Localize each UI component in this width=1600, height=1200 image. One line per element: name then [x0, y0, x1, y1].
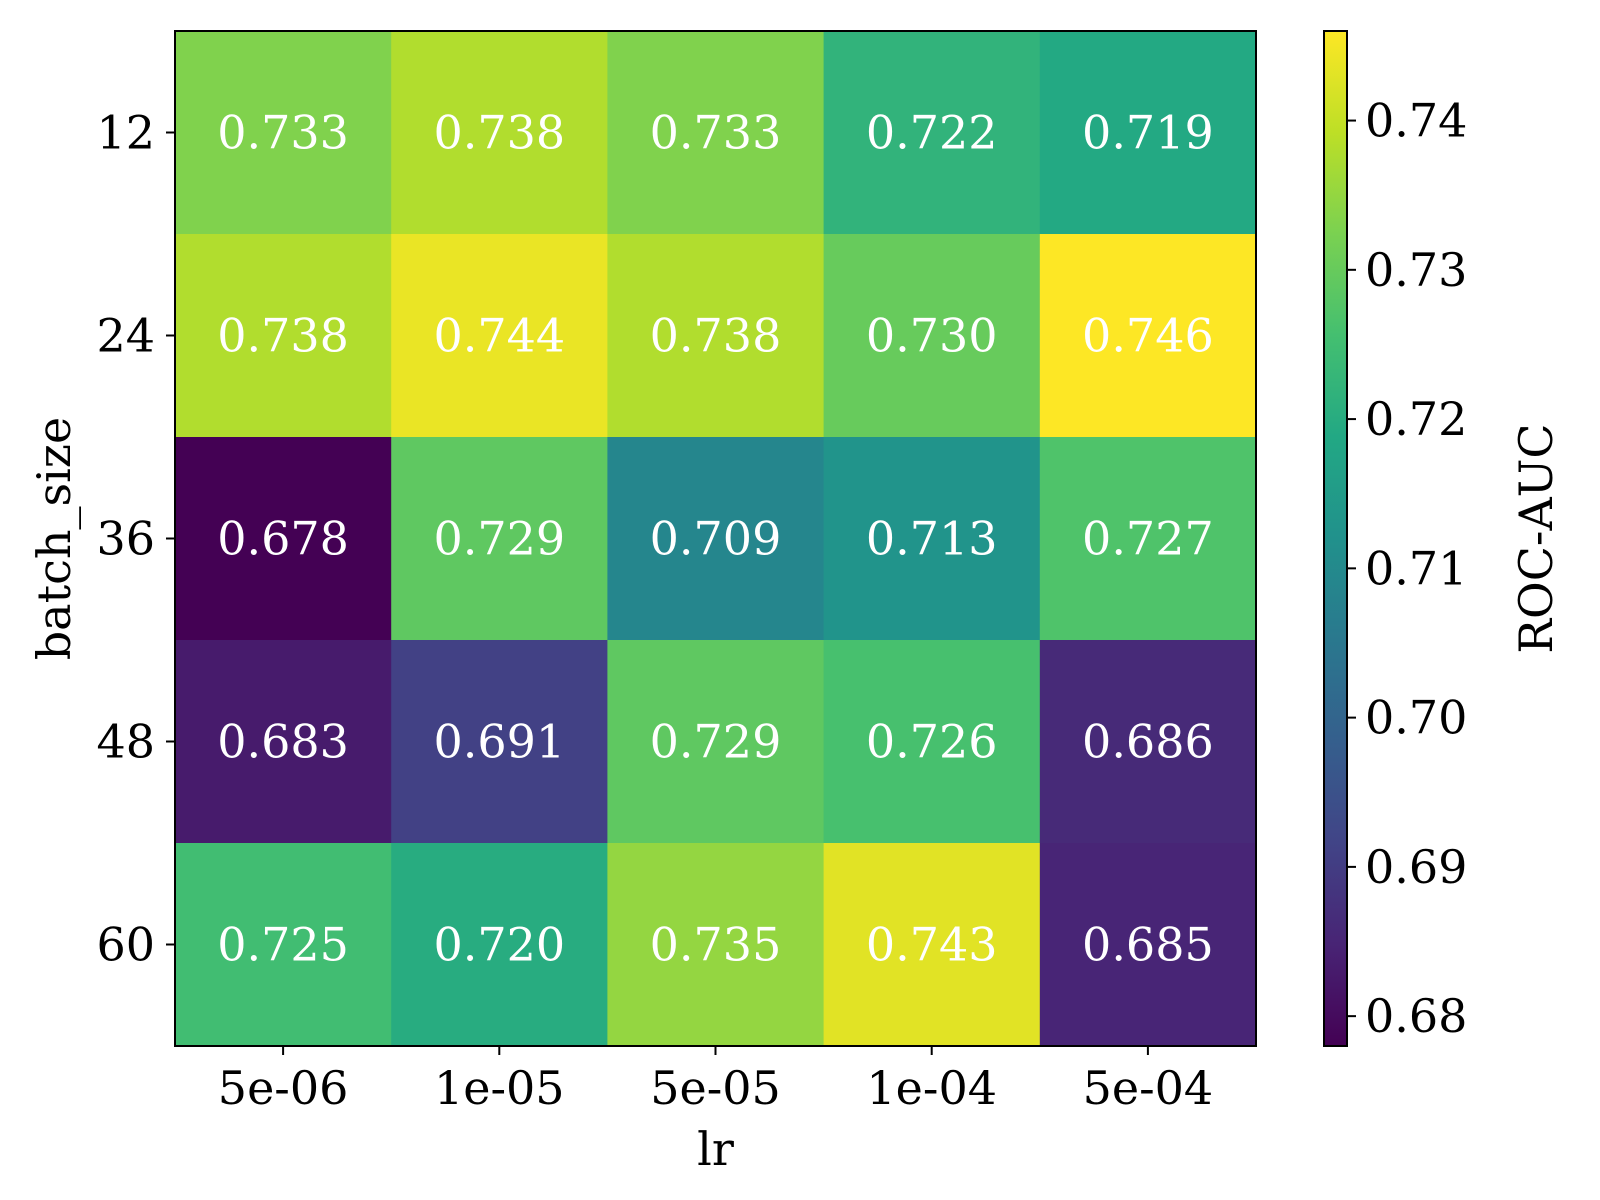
y-axis-label: batch_size	[27, 417, 81, 661]
cell-value-label: 0.733	[650, 106, 782, 160]
heatmap-cell	[175, 31, 392, 235]
colorbar-ticks: 0.68 0.69 0.70 0.71 0.72 0.73 0.74	[1347, 94, 1467, 1043]
colorbar-tick-label: 0.73	[1365, 243, 1467, 297]
colorbar-tick-label: 0.74	[1365, 94, 1467, 148]
cell-value-label: 0.746	[1082, 309, 1214, 363]
heatmap-cell	[607, 843, 825, 1047]
colorbar-label: ROC-AUC	[1509, 423, 1563, 653]
colorbar-tick-label: 0.71	[1365, 541, 1467, 595]
cell-value-label: 0.719	[1082, 106, 1214, 160]
cell-value-label: 0.738	[650, 309, 782, 363]
y-tick-label: 36	[96, 512, 155, 566]
colorbar-tick-label: 0.68	[1365, 989, 1467, 1043]
y-tick-label: 60	[96, 918, 155, 972]
cell-value-label: 0.744	[433, 309, 565, 363]
cell-value-label: 0.738	[433, 106, 565, 160]
y-tick-label: 12	[96, 106, 155, 160]
heatmap-cell	[823, 640, 1041, 844]
cell-value-label: 0.691	[433, 715, 565, 769]
cell-value-label: 0.686	[1082, 715, 1214, 769]
y-tick-label: 24	[96, 309, 155, 363]
x-tick-label: 5e-04	[1083, 1061, 1214, 1115]
colorbar-tick-label: 0.70	[1365, 691, 1467, 745]
cell-value-label: 0.722	[866, 106, 998, 160]
colorbar	[1323, 30, 1348, 1047]
heatmap-cell	[175, 640, 392, 844]
heatmap-cell	[607, 234, 825, 438]
heatmap-cell	[175, 234, 392, 438]
heatmap-cell	[1039, 31, 1257, 235]
cell-value-label: 0.720	[433, 918, 565, 972]
cell-value-label: 0.727	[1082, 512, 1214, 566]
cell-value-label: 0.729	[650, 715, 782, 769]
cell-value-label: 0.709	[650, 512, 782, 566]
colorbar-tick-label: 0.72	[1365, 392, 1467, 446]
y-tick-label: 48	[96, 715, 155, 769]
colorbar-tick-label: 0.69	[1365, 840, 1467, 894]
y-axis-ticks: 12 24 36 48 60	[96, 106, 175, 972]
cell-value-label: 0.733	[217, 106, 349, 160]
x-tick-label: 5e-06	[218, 1061, 349, 1115]
cell-value-label: 0.735	[650, 918, 782, 972]
heatmap-cell	[175, 843, 392, 1047]
cell-value-label: 0.738	[217, 309, 349, 363]
heatmap-cell	[607, 31, 825, 235]
x-axis-ticks: 5e-06 1e-05 5e-05 1e-04 5e-04	[218, 1046, 1213, 1115]
cell-value-label: 0.743	[866, 918, 998, 972]
heatmap-cells	[175, 31, 1257, 1047]
x-tick-label: 1e-05	[434, 1061, 565, 1115]
cell-value-label: 0.685	[1082, 918, 1214, 972]
x-tick-label: 5e-05	[650, 1061, 781, 1115]
heatmap-cell	[175, 437, 392, 641]
x-tick-label: 1e-04	[866, 1061, 997, 1115]
cell-value-label: 0.683	[217, 715, 349, 769]
heatmap-cell	[823, 31, 1041, 235]
cell-value-label: 0.725	[217, 918, 349, 972]
heatmap-cell	[391, 234, 608, 438]
heatmap-cell	[391, 640, 608, 844]
cell-value-label: 0.730	[866, 309, 998, 363]
heatmap-cell	[391, 31, 608, 235]
cell-value-label: 0.678	[217, 512, 349, 566]
heatmap-cell	[607, 640, 825, 844]
cell-value-label: 0.713	[866, 512, 998, 566]
heatmap-cell	[1039, 640, 1257, 844]
heatmap-cell	[823, 234, 1041, 438]
heatmap-cell	[391, 437, 608, 641]
heatmap-cell	[823, 437, 1041, 641]
cell-value-label: 0.729	[433, 512, 565, 566]
heatmap-cell	[1039, 843, 1257, 1047]
x-axis-label: lr	[697, 1122, 734, 1176]
heatmap-cell	[1039, 437, 1257, 641]
heatmap-cell	[1039, 234, 1257, 438]
cell-value-labels: 0.733 0.738 0.733 0.722 0.719 0.738 0.744 0.738…	[217, 106, 1214, 972]
heatmap-cell	[823, 843, 1041, 1047]
cell-value-label: 0.726	[866, 715, 998, 769]
heatmap-cell	[607, 437, 825, 641]
heatmap-cell	[391, 843, 608, 1047]
